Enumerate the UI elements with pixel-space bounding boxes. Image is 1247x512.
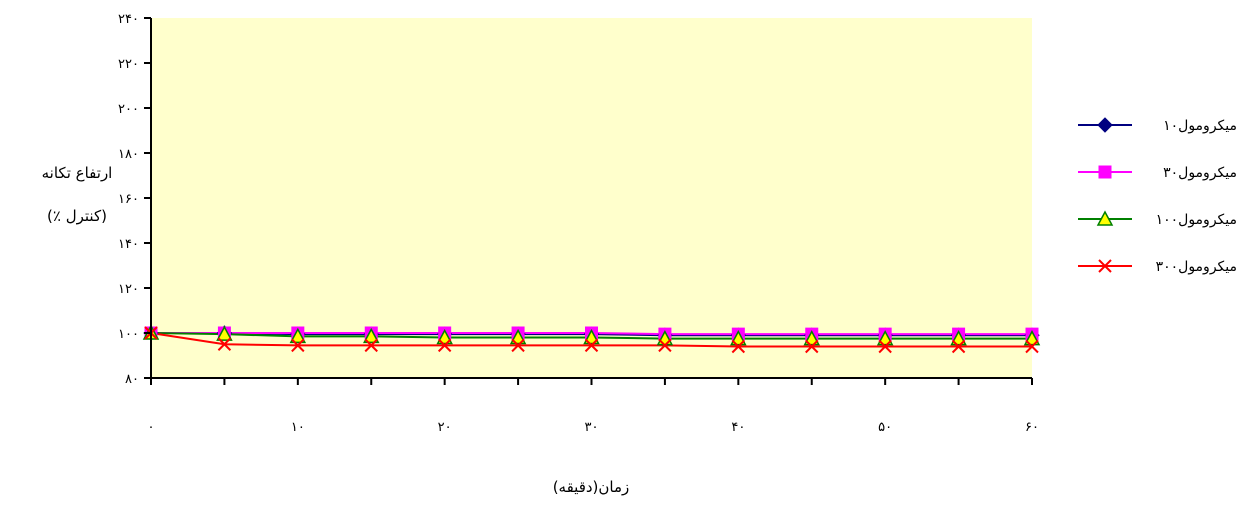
data-point-series-4 xyxy=(731,339,746,354)
data-point-series-4 xyxy=(364,338,378,353)
x-axis-title: زمان(دقیقه) xyxy=(553,478,630,496)
data-point-series-3 xyxy=(509,328,527,345)
data-point-series-3 xyxy=(362,327,380,344)
data-point-series-4 xyxy=(658,338,672,353)
data-point-series-3 xyxy=(1023,330,1041,346)
data-point-series-4 xyxy=(291,338,305,353)
data-point-series-4 xyxy=(805,339,819,354)
y-tick-label: ۱۲۰ xyxy=(118,282,139,297)
data-point-series-4 xyxy=(878,339,892,354)
legend: ۱۰میکرومول ۳۰میکرومول ۱۰۰میکرومول ۳۰۰میکروم… xyxy=(1078,117,1237,275)
x-tick-label: ۰ xyxy=(148,420,155,435)
x-tick-label: ۶۰ xyxy=(1025,420,1039,435)
data-point-series-4 xyxy=(584,338,599,353)
legend-marker-3 xyxy=(1096,210,1114,226)
legend-marker-4 xyxy=(1098,259,1112,273)
y-axis-title-line-2: (٪ کنترل) xyxy=(47,207,107,225)
y-tick-label: ۸۰ xyxy=(125,372,139,387)
data-point-series-4 xyxy=(1025,339,1039,354)
data-point-series-3 xyxy=(216,325,233,341)
y-tick-label: ۱۶۰ xyxy=(118,192,139,207)
legend-label-4: ۳۰۰میکرومول xyxy=(1156,259,1237,275)
legend-marker-2 xyxy=(1098,165,1112,179)
data-point-series-4 xyxy=(511,338,525,353)
legend-label-1: ۱۰میکرومول xyxy=(1163,118,1237,134)
x-tick-label: ۴۰ xyxy=(731,420,745,435)
data-point-series-3 xyxy=(436,328,453,345)
y-tick-label: ۱۴۰ xyxy=(118,237,139,252)
data-point-series-3 xyxy=(730,330,747,346)
y-tick-label: ۲۴۰ xyxy=(118,12,139,27)
data-point-series-4 xyxy=(437,338,452,353)
data-point-series-3 xyxy=(876,330,894,346)
plot-area xyxy=(151,18,1032,378)
x-tick-label: ۳۰ xyxy=(585,420,599,435)
data-point-series-4 xyxy=(217,337,232,351)
legend-label-3: ۱۰۰میکرومول xyxy=(1156,212,1237,228)
data-point-series-4 xyxy=(951,339,966,354)
data-point-series-3 xyxy=(583,328,600,345)
y-tick-label: ۲۰۰ xyxy=(118,102,139,117)
x-tick-label: ۵۰ xyxy=(878,420,892,435)
y-tick-label: ۲۲۰ xyxy=(118,57,139,72)
x-tick-label: ۱۰ xyxy=(291,420,305,435)
y-tick-label: ۱۸۰ xyxy=(118,147,139,162)
data-point-series-3 xyxy=(803,330,821,346)
data-point-series-3 xyxy=(950,330,967,346)
x-tick-label: ۲۰ xyxy=(438,420,452,435)
y-tick-label: ۱۰۰ xyxy=(118,327,139,342)
legend-label-2: ۳۰میکرومول xyxy=(1163,165,1237,181)
data-point-series-3 xyxy=(289,327,307,344)
legend-marker-1 xyxy=(1097,117,1113,133)
y-axis-title-line-1: ارتفاع تکانه xyxy=(42,164,113,182)
